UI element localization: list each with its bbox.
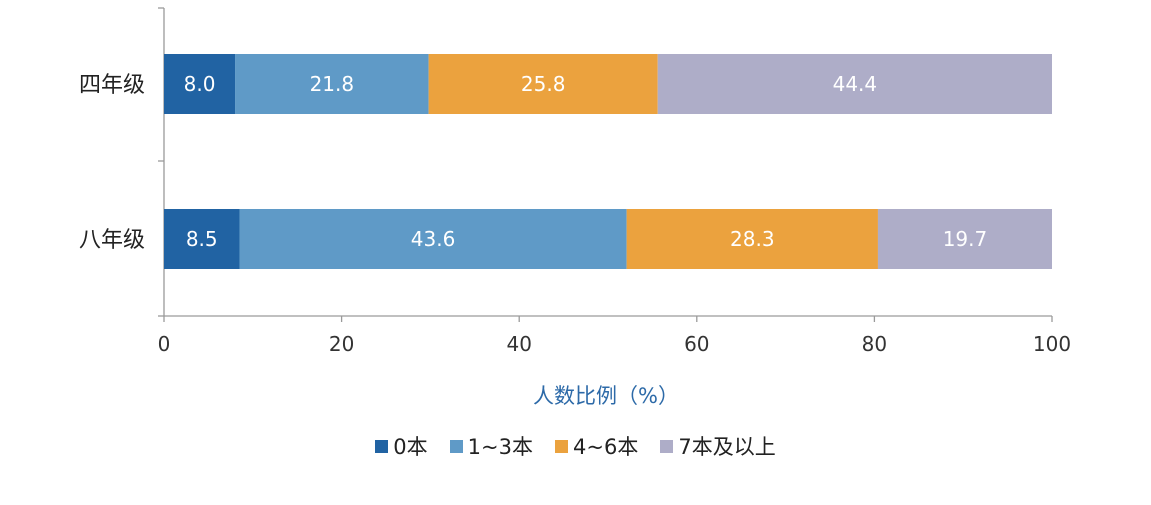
legend-item: 4~6本 [555, 431, 638, 461]
bar-value-label: 21.8 [310, 72, 355, 96]
bar-value-label: 44.4 [833, 72, 878, 96]
x-tick-label: 100 [1033, 332, 1071, 356]
bar-segment [239, 209, 627, 269]
bar-segment [428, 54, 658, 114]
legend-swatch [660, 439, 674, 453]
category-label: 四年级 [79, 73, 145, 98]
legend-swatch [375, 439, 389, 453]
bar-value-label: 8.5 [186, 227, 218, 251]
bar-segment [877, 209, 1052, 269]
legend-swatch [449, 439, 463, 453]
x-tick-label: 60 [684, 332, 709, 356]
legend-item: 1~3本 [449, 431, 533, 461]
bar-segments [164, 54, 1052, 269]
legend-label: 7本及以上 [678, 435, 776, 459]
legend: 0本 1~3本 4~6本 7本及以上 [0, 428, 1151, 464]
bar-value-label: 28.3 [730, 227, 775, 251]
x-tick-label: 80 [862, 332, 887, 356]
category-label: 八年级 [79, 228, 145, 253]
x-tick-label: 0 [158, 332, 171, 356]
x-axis-title: 人数比例（%） [533, 384, 679, 408]
bar-segment [657, 54, 1052, 114]
bar-value-label: 8.0 [184, 72, 216, 96]
x-tick-label: 40 [506, 332, 531, 356]
x-tick-label: 20 [329, 332, 354, 356]
segment-value-labels: 8.0 21.8 25.8 44.4 8.5 43.6 28.3 19.7 [184, 72, 988, 251]
bar-segment [626, 209, 878, 269]
bar-segment [164, 209, 240, 269]
legend-label: 4~6本 [573, 435, 639, 459]
legend-item: 7本及以上 [660, 431, 776, 461]
legend-label: 1~3本 [467, 435, 533, 459]
bar-segment [164, 54, 236, 114]
legend-label: 0本 [393, 435, 428, 459]
bar-value-label: 19.7 [943, 227, 988, 251]
legend-item: 0本 [375, 431, 428, 461]
bar-segment [235, 54, 429, 114]
bar-value-label: 25.8 [521, 72, 566, 96]
x-tick-labels: 0 20 40 60 80 100 [158, 332, 1071, 356]
legend-swatch [555, 439, 568, 453]
bar-value-label: 43.6 [411, 227, 456, 251]
